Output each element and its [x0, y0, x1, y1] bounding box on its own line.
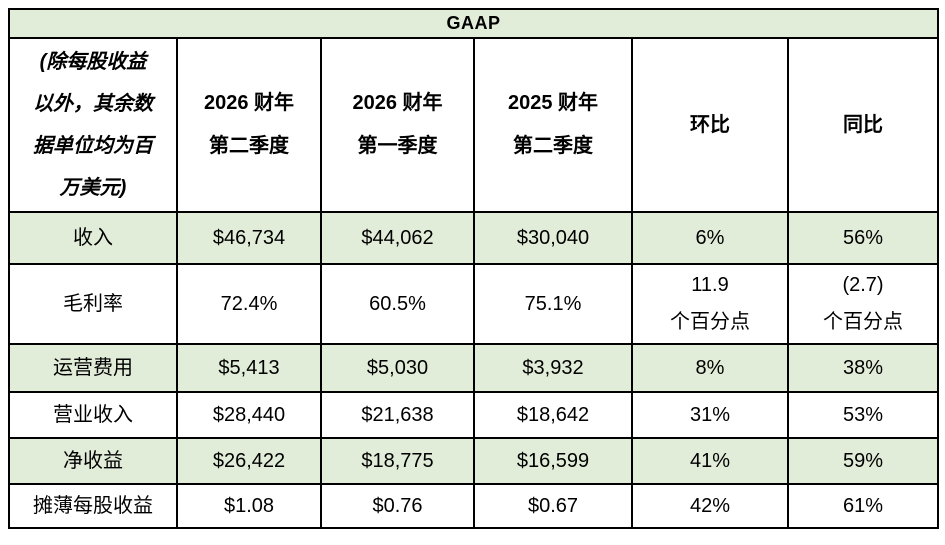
column-header-yoy: 同比 — [786, 37, 940, 213]
cell-value: 75.1% — [473, 263, 633, 345]
row-label: 运营费用 — [8, 343, 178, 393]
cell-value: $1.08 — [176, 483, 322, 529]
column-header-row: (除每股收益 以外，其余数 据单位均为百 万美元) 2026 财年 第二季度 2… — [8, 37, 940, 213]
cell-value: $18,642 — [473, 391, 633, 439]
cell-value: $21,638 — [320, 391, 475, 439]
cell-value: $46,734 — [176, 211, 322, 265]
cell-value: 42% — [631, 483, 789, 529]
table-row-gross-margin: 毛利率 72.4% 60.5% 75.1% 11.9 个百分点 (2.7) 个百… — [8, 263, 940, 345]
units-note: (除每股收益 以外，其余数 据单位均为百 万美元) — [8, 37, 178, 213]
cell-value: 72.4% — [176, 263, 322, 345]
cell-value: 8% — [631, 343, 789, 393]
column-header-fy25-q2: 2025 财年 第二季度 — [473, 37, 633, 213]
row-label: 净收益 — [8, 437, 178, 485]
cell-value: 41% — [631, 437, 789, 485]
cell-value: 59% — [786, 437, 940, 485]
column-header-fy26-q2: 2026 财年 第二季度 — [176, 37, 322, 213]
row-label: 收入 — [8, 211, 178, 265]
cell-value: $44,062 — [320, 211, 475, 265]
cell-value: $16,599 — [473, 437, 633, 485]
cell-value: 60.5% — [320, 263, 475, 345]
column-header-fy26-q1: 2026 财年 第一季度 — [320, 37, 475, 213]
cell-value: 56% — [786, 211, 940, 265]
cell-value: $30,040 — [473, 211, 633, 265]
table-title-row: GAAP — [7, 8, 940, 39]
table-row-revenue: 收入 $46,734 $44,062 $30,040 6% 56% — [8, 211, 940, 265]
cell-value: 61% — [786, 483, 940, 529]
cell-value: $5,413 — [176, 343, 322, 393]
row-label: 营业收入 — [8, 391, 178, 439]
gaap-financial-table: GAAP (除每股收益 以外，其余数 据单位均为百 万美元) 2026 财年 第… — [7, 8, 940, 529]
table-title: GAAP — [7, 8, 940, 39]
row-label: 摊薄每股收益 — [8, 483, 178, 529]
cell-value: $0.67 — [473, 483, 633, 529]
table-row-operating-income: 营业收入 $28,440 $21,638 $18,642 31% 53% — [8, 391, 940, 439]
cell-value: 38% — [786, 343, 940, 393]
cell-value: $26,422 — [176, 437, 322, 485]
cell-value: 6% — [631, 211, 789, 265]
cell-value: $5,030 — [320, 343, 475, 393]
cell-value: $0.76 — [320, 483, 475, 529]
cell-value: 53% — [786, 391, 940, 439]
cell-value: 11.9 个百分点 — [631, 263, 789, 345]
table-row-operating-expenses: 运营费用 $5,413 $5,030 $3,932 8% 38% — [8, 343, 940, 393]
table-row-diluted-eps: 摊薄每股收益 $1.08 $0.76 $0.67 42% 61% — [8, 483, 940, 529]
cell-value: 31% — [631, 391, 789, 439]
row-label: 毛利率 — [8, 263, 178, 345]
cell-value: (2.7) 个百分点 — [786, 263, 940, 345]
column-header-qoq: 环比 — [631, 37, 789, 213]
cell-value: $3,932 — [473, 343, 633, 393]
cell-value: $28,440 — [176, 391, 322, 439]
cell-value: $18,775 — [320, 437, 475, 485]
table-row-net-income: 净收益 $26,422 $18,775 $16,599 41% 59% — [8, 437, 940, 485]
